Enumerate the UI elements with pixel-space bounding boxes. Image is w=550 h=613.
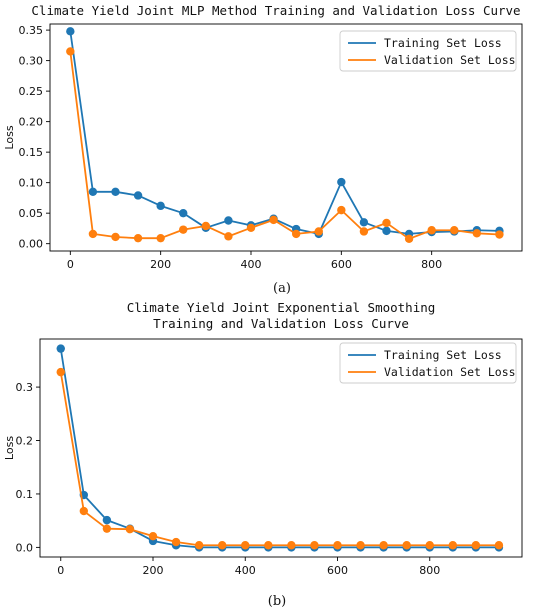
data-point-validation <box>79 506 89 516</box>
data-point-validation <box>337 205 346 215</box>
data-point-validation <box>404 234 414 243</box>
data-point-validation <box>56 367 65 377</box>
data-point-validation <box>425 541 434 550</box>
data-point-training <box>133 191 143 200</box>
data-point-validation <box>356 541 365 550</box>
x-tick-label: 600 <box>327 564 348 577</box>
data-point-validation <box>333 541 342 550</box>
data-point-validation <box>201 221 211 231</box>
figure-caption: (b) <box>268 594 286 609</box>
y-tick-label: 0.05 <box>19 207 44 220</box>
y-tick-label: 0.10 <box>19 177 44 190</box>
y-tick-label: 0.2 <box>16 435 34 448</box>
data-point-validation <box>495 230 504 239</box>
data-point-validation <box>427 226 436 235</box>
data-point-validation <box>382 218 391 228</box>
data-point-validation <box>314 227 323 236</box>
data-point-validation <box>448 541 458 550</box>
y-axis-label: Loss <box>3 436 16 460</box>
chart-1: Climate Yield Joint MLP Method Training … <box>3 3 523 296</box>
plot-frame <box>49 23 523 252</box>
series-line-validation <box>69 51 500 240</box>
data-point-validation <box>194 541 204 550</box>
data-point-validation <box>359 227 369 236</box>
x-tick-label: 200 <box>143 564 164 577</box>
x-tick-label: 400 <box>240 258 261 271</box>
y-tick-label: 0.20 <box>19 116 44 129</box>
data-point-training <box>382 226 391 236</box>
data-point-training <box>359 218 369 227</box>
data-point-validation <box>471 541 481 550</box>
y-tick-label: 0.35 <box>19 24 44 37</box>
data-point-validation <box>179 225 188 234</box>
y-tick-label: 0.30 <box>19 55 44 68</box>
data-point-validation <box>450 226 459 235</box>
data-point-validation <box>88 229 98 239</box>
series-line-validation <box>59 371 499 547</box>
data-point-validation <box>310 541 319 550</box>
data-point-validation <box>264 541 273 550</box>
data-point-validation <box>148 531 158 541</box>
legend-entry-validation: Validation Set Loss <box>384 53 516 67</box>
data-point-validation <box>291 229 301 239</box>
y-tick-label: 0.0 <box>16 541 34 554</box>
chart-2: Climate Yield Joint Exponential Smoothin… <box>3 300 523 609</box>
data-point-validation <box>125 525 135 534</box>
data-point-validation <box>379 541 388 550</box>
data-point-validation <box>171 537 181 547</box>
data-point-training <box>88 187 98 197</box>
data-point-training <box>111 187 120 197</box>
data-point-validation <box>102 524 112 533</box>
chart-title-line: Climate Yield Joint MLP Method Training … <box>31 3 520 18</box>
x-tick-label: 200 <box>150 258 171 271</box>
data-point-validation <box>269 215 278 225</box>
data-point-training <box>156 201 165 211</box>
y-tick-label: 0.3 <box>16 381 34 394</box>
legend-entry-validation: Validation Set Loss <box>384 365 516 379</box>
data-point-validation <box>241 541 250 550</box>
legend-box <box>339 30 517 72</box>
x-tick-label: 800 <box>419 564 440 577</box>
data-point-validation <box>494 541 504 550</box>
data-point-training <box>337 177 346 187</box>
x-tick-label: 400 <box>235 564 256 577</box>
x-tick-label: 0 <box>67 258 74 271</box>
x-tick-label: 600 <box>331 258 352 271</box>
chart-title-line: Climate Yield Joint Exponential Smoothin… <box>127 300 436 315</box>
data-point-validation <box>66 47 75 56</box>
data-point-validation <box>224 232 233 241</box>
data-point-validation <box>287 541 296 550</box>
data-point-validation <box>472 229 482 238</box>
data-point-validation <box>111 232 120 242</box>
legend-entry-training: Training Set Loss <box>384 36 502 50</box>
x-tick-label: 0 <box>57 564 64 577</box>
data-point-training <box>179 208 188 218</box>
y-axis-label: Loss <box>3 125 16 149</box>
y-tick-label: 0.25 <box>19 85 44 98</box>
legend-box <box>339 342 517 384</box>
y-tick-label: 0.00 <box>19 238 44 251</box>
legend-entry-training: Training Set Loss <box>384 348 502 362</box>
data-point-validation <box>246 223 256 233</box>
x-tick-label: 800 <box>421 258 442 271</box>
chart-title-line: Training and Validation Loss Curve <box>153 316 409 331</box>
figure-caption: (a) <box>273 281 291 296</box>
y-tick-label: 0.15 <box>19 146 44 159</box>
data-point-training <box>56 344 65 353</box>
data-point-validation <box>156 233 165 243</box>
data-point-training <box>102 515 112 525</box>
data-point-validation <box>402 541 411 550</box>
data-point-validation <box>217 541 227 550</box>
data-point-training <box>224 216 233 225</box>
data-point-training <box>66 27 75 36</box>
plot-frame <box>39 338 523 558</box>
data-point-validation <box>133 233 143 243</box>
y-tick-label: 0.1 <box>16 488 34 501</box>
